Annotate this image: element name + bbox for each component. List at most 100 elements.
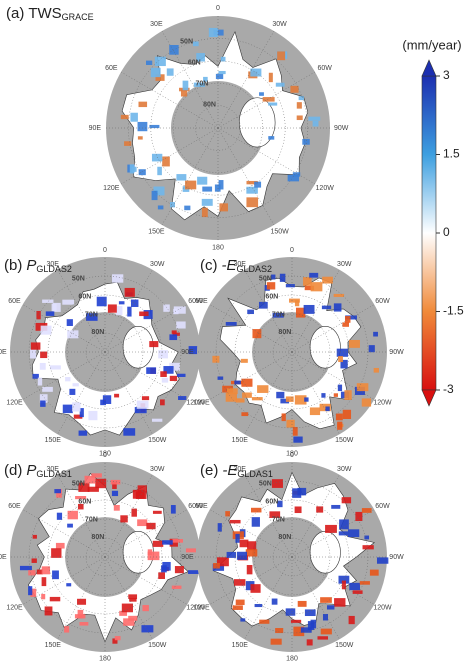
trend-patch	[359, 581, 370, 585]
trend-patch	[87, 486, 99, 492]
trend-patch	[32, 373, 39, 379]
trend-patch	[242, 392, 252, 398]
trend-patch	[49, 365, 61, 370]
trend-patch	[322, 613, 329, 621]
trend-patch	[234, 380, 241, 385]
trend-patch	[309, 272, 319, 278]
meridian	[104, 556, 188, 605]
trend-patch	[240, 618, 246, 622]
panel-label: (c) -EGLDAS2	[200, 257, 272, 274]
meridian	[57, 269, 106, 353]
greenland	[309, 531, 341, 574]
trend-patch	[45, 311, 55, 316]
lon-label: 60W	[317, 65, 332, 72]
trend-patch	[85, 313, 98, 321]
trend-patch	[218, 180, 224, 190]
trend-patch	[338, 531, 349, 536]
trend-patch	[138, 169, 146, 176]
lon-label: 0	[103, 452, 107, 459]
trend-patch	[290, 85, 299, 93]
trend-patch	[44, 606, 53, 616]
trend-patch	[333, 293, 345, 297]
trend-patch	[213, 562, 220, 569]
trend-patch	[285, 284, 295, 288]
panel-letter: (d)	[4, 462, 22, 479]
meridian	[209, 556, 293, 605]
lon-label: 150W	[335, 437, 354, 444]
lon-label: 60E	[8, 503, 21, 510]
trend-patch	[112, 638, 118, 644]
meridian	[22, 556, 106, 605]
panel-letter: (e)	[200, 462, 218, 479]
colorbar-title: (mm/year)	[402, 37, 461, 52]
meridian	[104, 351, 188, 400]
trend-patch	[297, 600, 307, 607]
trend-patch	[52, 302, 61, 312]
trend-patch	[268, 102, 278, 106]
trend-patch	[129, 598, 137, 602]
colorbar	[421, 75, 437, 391]
trend-patch	[320, 628, 332, 635]
lon-label: 90W	[389, 554, 404, 561]
trend-patch	[271, 274, 276, 280]
lon-label: 90E	[0, 349, 7, 356]
trend-patch	[102, 395, 112, 404]
trend-patch	[28, 570, 36, 576]
meridian	[244, 474, 293, 558]
trend-patch	[56, 488, 62, 498]
lat-label: 50N	[72, 276, 85, 283]
lon-label: 60W	[188, 503, 203, 510]
trend-patch	[149, 341, 159, 348]
trend-patch	[302, 138, 310, 145]
trend-patch	[41, 566, 51, 575]
trend-patch	[137, 519, 148, 527]
trend-patch	[172, 332, 180, 336]
trend-patch	[177, 373, 186, 377]
lon-label: 30E	[234, 466, 247, 473]
lat-label: 80N	[91, 329, 104, 336]
panel-label: (d) PGLDAS1	[4, 462, 72, 479]
trend-patch	[247, 541, 257, 551]
lon-label: 180	[99, 655, 111, 662]
trend-patch	[364, 535, 370, 540]
trend-patch	[141, 625, 154, 633]
trend-patch	[30, 588, 37, 597]
trend-patch	[203, 76, 208, 82]
trend-patch	[180, 89, 188, 97]
trend-patch	[158, 350, 168, 359]
trend-patch	[169, 362, 180, 371]
lat-label: 60N	[265, 293, 278, 300]
trend-patch	[166, 68, 174, 76]
trend-patch	[303, 277, 312, 286]
trend-patch	[150, 67, 161, 78]
meridian	[104, 269, 153, 353]
trend-patch	[157, 166, 162, 176]
trend-patch	[348, 529, 360, 538]
trend-patch	[286, 419, 295, 428]
trend-patch	[146, 522, 156, 530]
trend-patch	[225, 511, 230, 517]
trend-patch	[272, 312, 284, 318]
meridian	[22, 351, 106, 400]
trend-patch	[321, 305, 332, 310]
trend-patch	[128, 594, 138, 599]
trend-patch	[120, 515, 128, 523]
colorbar-tick-label: 1.5	[443, 147, 460, 161]
meridian	[104, 509, 188, 558]
trend-patch	[219, 203, 228, 212]
trend-patch	[337, 421, 343, 430]
trend-patch	[185, 180, 197, 190]
trend-patch	[79, 408, 84, 418]
trend-patch	[322, 276, 333, 284]
meridian	[161, 30, 219, 129]
lat-circle	[66, 313, 144, 391]
trend-patch	[304, 397, 309, 402]
trend-patch	[197, 176, 208, 185]
meridian	[57, 556, 106, 640]
trend-patch	[254, 603, 263, 608]
trend-patch	[112, 481, 117, 489]
lat-label: 60N	[265, 498, 278, 505]
panel-letter: (c)	[200, 257, 218, 274]
lon-label: 120E	[193, 605, 210, 612]
trend-patch	[320, 597, 332, 603]
